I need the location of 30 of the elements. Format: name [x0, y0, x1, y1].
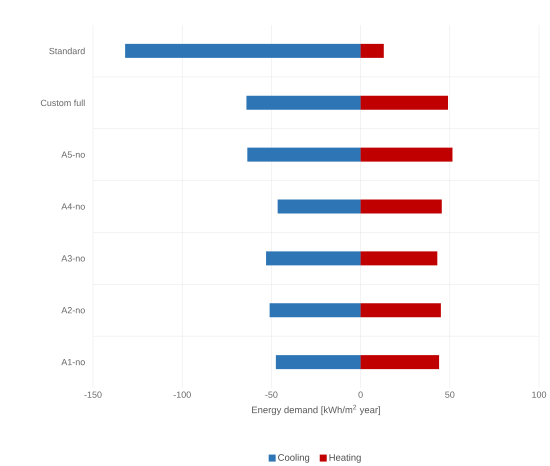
x-tick-label: 50 — [445, 392, 454, 398]
bar — [278, 200, 361, 214]
x-tick-label: -150 — [84, 392, 102, 398]
y-tick-label: A5-no — [61, 152, 85, 158]
bar — [360, 96, 448, 110]
y-tick-label: Standard — [49, 48, 85, 54]
y-tick-label: A4-no — [61, 203, 85, 210]
legend-label: Heating — [329, 454, 361, 463]
x-tick-label: 100 — [532, 392, 546, 398]
y-tick-label: A2-no — [61, 307, 85, 314]
bar — [360, 44, 384, 58]
bar — [360, 200, 442, 214]
bar — [276, 355, 361, 370]
bar — [246, 96, 361, 110]
bar — [247, 148, 361, 162]
bar — [360, 303, 441, 318]
bar — [360, 251, 438, 266]
y-tick-label: A1-no — [61, 358, 85, 366]
bar — [360, 148, 452, 162]
x-tick-label: 0 — [358, 392, 363, 398]
x-tick-label: -50 — [265, 392, 278, 398]
y-tick-label: Custom full — [40, 99, 85, 106]
y-tick-label: A3-no — [61, 255, 85, 262]
bar — [360, 355, 440, 370]
legend-label: Cooling — [278, 454, 310, 463]
bar — [125, 44, 361, 58]
x-axis-title: Energy demand [kWh/m$^{2}$ year] — [252, 404, 380, 416]
x-tick-label: -100 — [174, 392, 191, 398]
bar — [266, 251, 361, 266]
bar — [270, 303, 361, 318]
